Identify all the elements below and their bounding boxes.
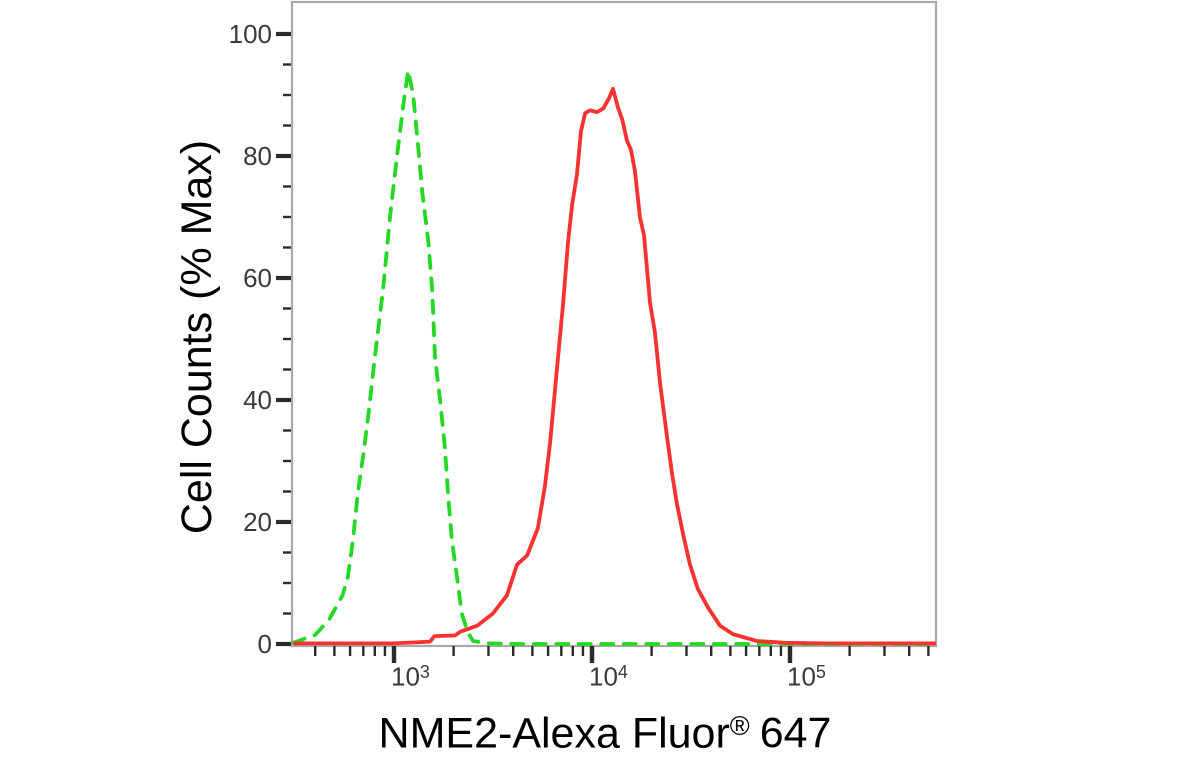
x-tick-exponent: 4: [617, 662, 628, 682]
x-tick-label-1e5: 105: [787, 660, 826, 693]
y-tick-label-80: 80: [243, 141, 272, 171]
y-tick-label-20: 20: [243, 507, 272, 537]
registered-trademark-symbol: ®: [729, 711, 750, 741]
green_dashed_curve: [291, 68, 938, 646]
red_solid_curve: [293, 87, 936, 646]
x-tick-base: 10: [589, 661, 618, 692]
x-axis-label-main: NME2-Alexa Fluor: [378, 709, 730, 758]
x-axis-label-suffix: 647: [759, 709, 832, 758]
x-tick-base: 10: [391, 661, 420, 692]
y-axis-label: Cell Counts (% Max): [173, 139, 221, 535]
x-tick-exponent: 5: [815, 662, 826, 682]
y-tick-label-60: 60: [243, 263, 272, 293]
x-tick-exponent: 3: [419, 662, 430, 682]
x-axis-label: NME2-Alexa Fluor® 647: [0, 708, 1190, 758]
y-tick-label-40: 40: [243, 385, 272, 415]
x-tick-label-1e3: 103: [391, 660, 430, 693]
x-tick-base: 10: [787, 661, 816, 692]
y-tick-label-0: 0: [257, 629, 272, 659]
y-tick-label-100: 100: [228, 19, 272, 49]
x-tick-label-1e4: 104: [589, 660, 628, 693]
